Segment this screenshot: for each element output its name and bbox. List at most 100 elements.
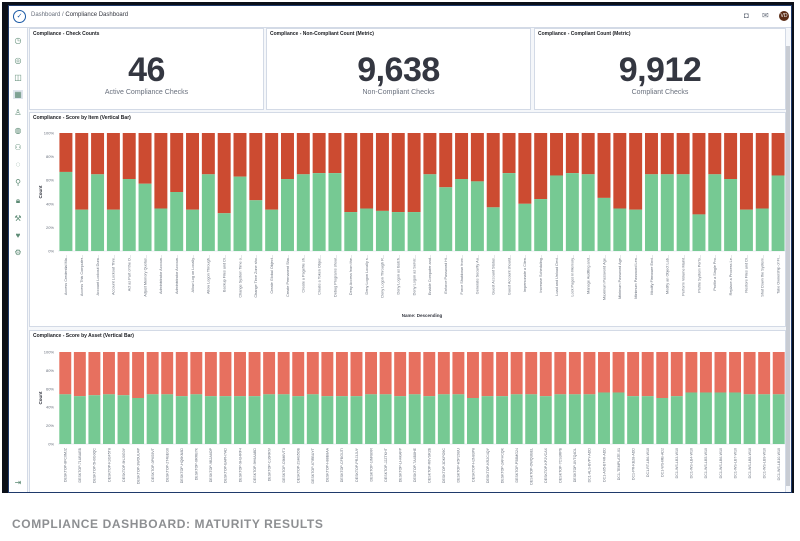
- bar-non-compliant: [59, 133, 73, 172]
- x-tick-label: DESKTOP-9B2A6OP: [209, 447, 213, 482]
- app-logo-icon[interactable]: ✓: [13, 10, 26, 23]
- bar-non-compliant: [699, 352, 712, 393]
- x-tick-label: Replace a Process Le...: [729, 255, 733, 295]
- maps-icon[interactable]: ◍: [14, 126, 22, 135]
- bar-compliant: [375, 210, 389, 251]
- bar-non-compliant: [724, 133, 738, 180]
- x-tick-label: DESKTOP-8VTQ4DL: [573, 448, 577, 482]
- security-icon[interactable]: 🔒︎: [15, 196, 21, 205]
- breadcrumb-dashboard[interactable]: Dashboard: [31, 12, 61, 18]
- bar-non-compliant: [539, 352, 552, 397]
- bar-compliant: [670, 396, 683, 444]
- discover-icon[interactable]: ◎: [14, 56, 22, 65]
- bar-non-compliant: [328, 133, 342, 174]
- bar-compliant: [296, 174, 310, 251]
- bar-compliant: [219, 396, 232, 444]
- metric-label: Compliant Checks: [631, 89, 689, 96]
- x-tick-label: Change Time Zone sho...: [254, 255, 258, 298]
- bar-compliant: [360, 208, 374, 251]
- x-tick-label: Account Lockout Thre...: [112, 255, 116, 295]
- bar-non-compliant: [379, 352, 392, 395]
- bar-non-compliant: [217, 133, 231, 214]
- bar-non-compliant: [437, 352, 450, 395]
- bar-non-compliant: [277, 352, 290, 395]
- header-bar: ✓ Dashboard / Compliance Dashboard ◘ ✉ V…: [9, 6, 791, 28]
- mail-icon[interactable]: ✉: [762, 11, 769, 20]
- bar-non-compliant: [656, 352, 669, 398]
- bar-compliant: [154, 208, 168, 251]
- bar-compliant: [771, 175, 785, 251]
- x-tick-label: Force Shutdown from...: [460, 255, 464, 294]
- y-tick-label: 100%: [44, 131, 55, 136]
- y-tick-label: 0%: [48, 249, 54, 254]
- canvas-icon[interactable]: ♙: [14, 108, 22, 117]
- bar-compliant: [117, 395, 130, 444]
- x-tick-label: DESKTOP-71UBAEB: [78, 447, 82, 482]
- x-tick-label: Profile System Perfo...: [697, 255, 701, 293]
- bar-compliant: [676, 174, 690, 251]
- bar-compliant: [249, 200, 263, 251]
- bar-non-compliant: [466, 352, 479, 398]
- management-icon[interactable]: ⚙: [14, 248, 22, 257]
- bar-compliant: [75, 209, 89, 251]
- bar-non-compliant: [627, 352, 640, 397]
- uptime-icon[interactable]: ◌: [15, 160, 21, 169]
- dashboard-icon[interactable]: ▦: [13, 90, 23, 99]
- x-tick-label: Perform Volume Maint...: [681, 255, 685, 296]
- x-tick-label: DESKTOP-2AFHCQK: [500, 447, 504, 483]
- chart-panel-score-by-item: Compliance - Score by Item (Vertical Bar…: [29, 112, 786, 327]
- kibana-window: ✓ Dashboard / Compliance Dashboard ◘ ✉ V…: [8, 5, 792, 493]
- x-tick-label: Impersonate a Clien...: [523, 255, 527, 292]
- y-tick-label: 80%: [46, 368, 54, 373]
- bar-non-compliant: [219, 352, 232, 397]
- bar-compliant: [234, 396, 246, 444]
- visualize-icon[interactable]: ◫: [14, 73, 22, 82]
- bar-compliant: [729, 392, 742, 444]
- y-tick-label: 20%: [46, 225, 54, 230]
- bar-compliant: [641, 396, 654, 444]
- recent-icon[interactable]: ◷: [14, 36, 22, 45]
- bar-compliant: [692, 214, 706, 251]
- bar-non-compliant: [59, 352, 72, 395]
- x-tick-label: DC1-WS-LB10-W10: [777, 448, 781, 480]
- scrollbar[interactable]: [786, 46, 790, 486]
- x-tick-label: Administrator Accoun...: [159, 255, 163, 294]
- bar-compliant: [699, 392, 712, 444]
- x-tick-label: DC1-WS-LB9-W10: [762, 448, 766, 478]
- apm-icon[interactable]: ⚲: [15, 178, 21, 187]
- bar-non-compliant: [407, 133, 421, 213]
- bar-non-compliant: [263, 352, 276, 395]
- bar-compliant: [391, 212, 405, 251]
- bar-non-compliant: [306, 352, 319, 395]
- ml-icon[interactable]: ⚇: [14, 143, 22, 152]
- bar-compliant: [502, 173, 516, 251]
- panel-title: Compliance - Non-Compliant Count (Metric…: [270, 31, 374, 37]
- avatar[interactable]: VD: [779, 11, 789, 21]
- x-tick-label: DESKTOP-LH4KAFP: [398, 447, 402, 482]
- x-tick-label: DESKTOP-1INR8XR: [369, 448, 373, 482]
- bar-non-compliant: [106, 133, 120, 210]
- bar-compliant: [146, 394, 159, 444]
- collapse-icon[interactable]: ⇥: [14, 478, 22, 487]
- bar-non-compliant: [496, 352, 509, 397]
- x-tick-label: DESKTOP-5H0G0QC: [93, 448, 97, 483]
- metric-panel-compliant: Compliance - Compliant Count (Metric) 9,…: [534, 28, 786, 110]
- bar-compliant: [59, 171, 73, 251]
- x-tick-label: DC1-A05-BT4R-ADD: [602, 448, 606, 482]
- x-tick-label: DESKTOP-HQ6KN8D: [180, 448, 184, 484]
- metric-label: Non-Compliant Checks: [362, 89, 435, 96]
- bar-non-compliant: [439, 133, 453, 188]
- bar-non-compliant: [360, 133, 374, 209]
- help-icon[interactable]: ◘: [744, 11, 749, 20]
- bar-non-compliant: [175, 352, 188, 397]
- dev-tools-icon[interactable]: ⚒: [14, 214, 22, 223]
- bar-non-compliant: [641, 352, 654, 397]
- monitoring-icon[interactable]: ♥: [15, 231, 21, 240]
- bar-compliant: [277, 394, 290, 444]
- x-tick-label: DESKTOP-P58MG24: [515, 448, 519, 483]
- x-tick-label: DC1-WS-MB-AD2: [661, 448, 665, 477]
- bar-non-compliant: [660, 133, 674, 175]
- bar-non-compliant: [335, 352, 348, 397]
- x-tick-label: Deny Logon Locally s...: [365, 255, 369, 294]
- bar-compliant: [379, 394, 392, 444]
